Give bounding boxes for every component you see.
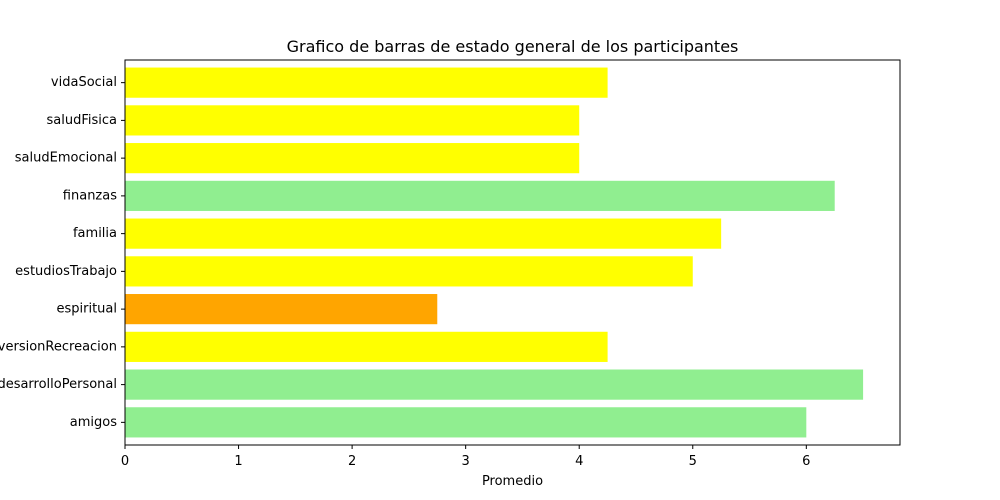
y-tick-label: vidaSocial: [51, 75, 117, 90]
x-tick-label: 4: [575, 454, 583, 469]
y-tick-label: familia: [73, 226, 117, 241]
y-tick-label: estudiosTrabajo: [15, 264, 117, 279]
x-axis-ticks: 0 1 2 3 4 5 6: [121, 445, 810, 469]
y-tick-label: amigos: [70, 415, 117, 430]
x-tick-label: 2: [348, 454, 356, 469]
bar-estudiosTrabajo: [125, 256, 693, 287]
y-tick-label: saludFisica: [47, 113, 117, 128]
y-tick-label: finanzas: [63, 188, 117, 203]
x-axis-label: Promedio: [482, 474, 543, 489]
y-axis-ticks: amigos desarrolloPersonal diversionRecreac…: [0, 75, 125, 430]
x-tick-label: 3: [462, 454, 470, 469]
bar-amigos: [125, 407, 807, 438]
bar-vidaSocial: [125, 67, 608, 98]
plot-frame: [124, 59, 901, 446]
bar-finanzas: [125, 180, 835, 211]
chart-title: Grafico de barras de estado general de l…: [287, 37, 739, 56]
bar-saludEmocional: [125, 143, 580, 174]
bar-espiritual: [125, 294, 438, 325]
y-tick-label: desarrolloPersonal: [0, 377, 117, 392]
y-tick-label: espiritual: [56, 302, 117, 317]
bar-familia: [125, 218, 722, 249]
x-tick-label: 1: [234, 454, 242, 469]
bars-group: [125, 67, 864, 438]
bar-saludFisica: [125, 105, 580, 136]
y-tick-label: diversionRecreacion: [0, 339, 117, 354]
x-tick-label: 0: [121, 454, 129, 469]
bar-desarrolloPersonal: [125, 369, 864, 400]
y-tick-label: saludEmocional: [15, 151, 117, 166]
x-tick-label: 6: [802, 454, 810, 469]
x-tick-label: 5: [689, 454, 697, 469]
bar-diversionRecreacion: [125, 331, 608, 362]
